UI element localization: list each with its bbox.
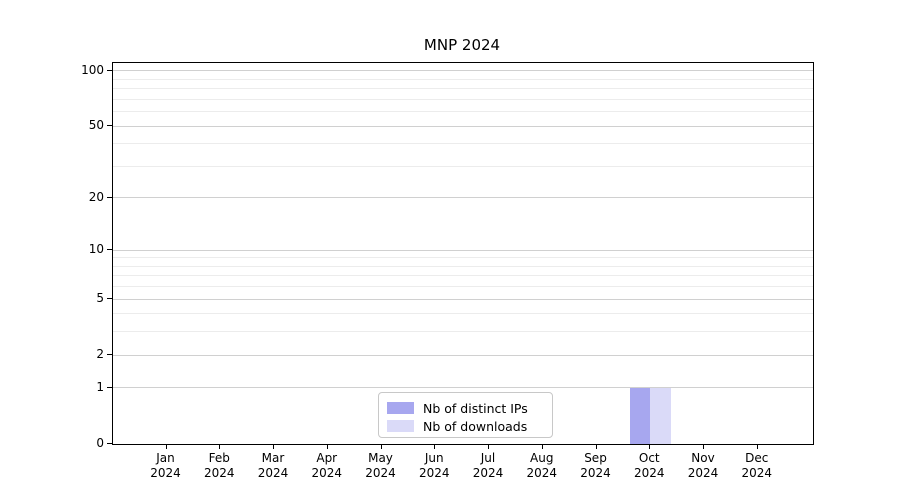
y-axis-tick [107, 386, 112, 388]
y-axis-tick-label: 2 [96, 347, 104, 362]
legend-item-downloads: Nb of downloads [387, 417, 552, 435]
x-axis-tick [756, 444, 758, 449]
minor-gridline [113, 111, 813, 113]
x-axis-tick-label: Apr 2024 [311, 451, 343, 480]
x-axis-tick [703, 444, 704, 449]
chart-title: MNP 2024 [423, 36, 501, 54]
y-axis-tick-label: 50 [88, 118, 104, 133]
y-axis-tick-label: 0 [96, 436, 104, 450]
x-axis-tick-label: Oct 2024 [633, 451, 665, 480]
y-axis-tick-label: 1 [96, 379, 104, 394]
minor-gridline [113, 313, 813, 315]
legend-label-downloads: Nb of downloads [423, 418, 528, 434]
x-axis-tick [434, 444, 436, 449]
x-axis-tick-label: Mar 2024 [257, 451, 289, 480]
x-axis-tick-label: Dec 2024 [741, 451, 773, 480]
major-gridline [113, 387, 813, 389]
x-axis-tick-label: Sep 2024 [580, 451, 611, 480]
x-axis-tick [541, 444, 543, 449]
minor-gridline [113, 257, 813, 259]
y-axis-tick [107, 298, 112, 300]
x-axis-tick [595, 444, 597, 449]
plot-area [112, 62, 814, 445]
x-axis-tick [380, 444, 382, 449]
y-axis-tick-label: 20 [88, 189, 104, 204]
y-axis-tick-label: 5 [96, 291, 104, 306]
legend: Nb of distinct IPs Nb of downloads [378, 392, 553, 438]
x-axis-tick-label: Nov 2024 [687, 451, 719, 480]
x-axis-tick-label: May 2024 [365, 451, 396, 480]
x-axis-tick [273, 444, 274, 449]
y-axis-tick [107, 354, 112, 356]
x-axis-tick-label: Jul 2024 [472, 451, 504, 480]
y-axis-tick-label: 100 [81, 62, 104, 77]
x-axis-tick [326, 444, 328, 449]
x-axis-tick-label: Jan 2024 [150, 451, 181, 480]
x-axis-tick [219, 444, 221, 449]
major-gridline [113, 298, 813, 300]
y-axis-tick [107, 69, 112, 71]
minor-gridline [113, 98, 813, 100]
minor-gridline [113, 331, 813, 333]
x-axis-tick-label: Jun 2024 [418, 451, 450, 480]
minor-gridline [113, 78, 813, 80]
minor-gridline [113, 88, 813, 90]
minor-gridline [113, 286, 813, 288]
minor-gridline [113, 143, 813, 145]
x-axis-tick-label: Aug 2024 [526, 451, 558, 480]
y-axis-tick-label: 10 [88, 242, 104, 257]
y-axis-tick [107, 196, 112, 198]
x-axis-tick-label: Feb 2024 [203, 451, 235, 480]
minor-gridline [113, 165, 813, 167]
x-axis-tick [649, 444, 651, 449]
major-gridline [113, 249, 813, 251]
minor-gridline [113, 275, 813, 277]
legend-swatch-downloads [387, 420, 414, 432]
y-axis-tick [107, 443, 112, 444]
major-gridline [113, 197, 813, 199]
x-axis-tick [165, 444, 167, 449]
legend-item-distinct-ips: Nb of distinct IPs [387, 399, 552, 417]
major-gridline [113, 125, 813, 127]
bar-nb-of-distinct-ips [629, 387, 651, 444]
major-gridline [113, 354, 813, 356]
y-axis-tick [107, 249, 112, 251]
major-gridline [113, 70, 813, 72]
bar-nb-of-downloads [650, 387, 671, 444]
legend-label-distinct-ips: Nb of distinct IPs [423, 400, 528, 416]
minor-gridline [113, 265, 813, 267]
legend-swatch-distinct-ips [387, 402, 414, 414]
x-axis-tick [488, 444, 489, 449]
y-axis-tick [107, 125, 112, 127]
